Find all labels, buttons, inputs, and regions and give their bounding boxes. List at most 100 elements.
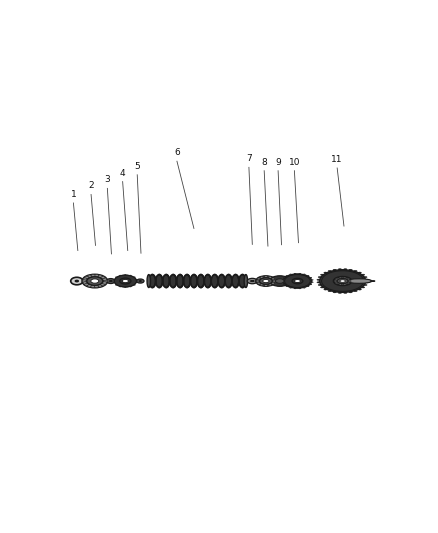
Ellipse shape bbox=[137, 279, 144, 283]
Ellipse shape bbox=[83, 282, 87, 284]
Ellipse shape bbox=[310, 277, 312, 278]
Ellipse shape bbox=[344, 269, 347, 270]
Ellipse shape bbox=[124, 287, 126, 288]
Text: 1: 1 bbox=[71, 190, 76, 199]
Ellipse shape bbox=[292, 278, 303, 284]
Ellipse shape bbox=[282, 279, 284, 280]
Ellipse shape bbox=[334, 280, 337, 282]
Ellipse shape bbox=[343, 284, 346, 285]
Ellipse shape bbox=[311, 279, 313, 280]
Ellipse shape bbox=[348, 280, 351, 282]
Ellipse shape bbox=[264, 285, 268, 286]
Ellipse shape bbox=[319, 270, 366, 293]
Ellipse shape bbox=[102, 278, 107, 280]
Ellipse shape bbox=[349, 269, 352, 270]
Ellipse shape bbox=[283, 277, 285, 278]
Ellipse shape bbox=[307, 286, 309, 287]
Ellipse shape bbox=[343, 277, 346, 279]
Ellipse shape bbox=[317, 282, 320, 283]
Ellipse shape bbox=[260, 284, 263, 286]
Ellipse shape bbox=[354, 270, 357, 272]
Ellipse shape bbox=[333, 269, 336, 270]
Ellipse shape bbox=[321, 271, 364, 292]
Text: 10: 10 bbox=[289, 158, 300, 167]
Ellipse shape bbox=[268, 284, 272, 286]
Ellipse shape bbox=[198, 274, 204, 287]
Ellipse shape bbox=[204, 274, 211, 287]
Ellipse shape bbox=[191, 274, 197, 287]
Ellipse shape bbox=[336, 278, 338, 280]
Ellipse shape bbox=[113, 282, 115, 283]
Ellipse shape bbox=[95, 285, 99, 288]
Ellipse shape bbox=[333, 292, 336, 293]
Ellipse shape bbox=[358, 289, 361, 290]
Ellipse shape bbox=[211, 274, 218, 287]
Ellipse shape bbox=[347, 282, 350, 284]
Ellipse shape bbox=[338, 279, 348, 284]
Ellipse shape bbox=[130, 275, 131, 276]
Ellipse shape bbox=[365, 282, 368, 283]
Ellipse shape bbox=[134, 277, 135, 278]
Ellipse shape bbox=[232, 274, 239, 287]
Ellipse shape bbox=[91, 285, 95, 288]
Ellipse shape bbox=[310, 284, 312, 285]
Ellipse shape bbox=[276, 279, 284, 283]
Ellipse shape bbox=[277, 280, 283, 282]
Ellipse shape bbox=[113, 279, 115, 280]
Ellipse shape bbox=[120, 278, 131, 284]
Ellipse shape bbox=[321, 274, 324, 276]
Ellipse shape bbox=[349, 292, 352, 293]
Ellipse shape bbox=[283, 274, 312, 288]
Ellipse shape bbox=[264, 276, 268, 278]
Ellipse shape bbox=[162, 274, 170, 287]
Ellipse shape bbox=[136, 282, 138, 283]
Ellipse shape bbox=[103, 280, 107, 282]
Ellipse shape bbox=[286, 286, 288, 287]
Ellipse shape bbox=[114, 275, 137, 287]
Ellipse shape bbox=[346, 279, 372, 284]
Ellipse shape bbox=[98, 285, 102, 287]
Ellipse shape bbox=[294, 279, 300, 282]
Ellipse shape bbox=[361, 274, 365, 276]
Ellipse shape bbox=[318, 284, 321, 286]
Ellipse shape bbox=[170, 274, 177, 287]
Ellipse shape bbox=[347, 278, 350, 280]
Text: 11: 11 bbox=[332, 155, 343, 164]
Ellipse shape bbox=[336, 282, 338, 284]
Ellipse shape bbox=[339, 277, 342, 279]
Text: 3: 3 bbox=[105, 175, 110, 184]
Ellipse shape bbox=[239, 274, 246, 287]
Ellipse shape bbox=[290, 287, 292, 288]
Ellipse shape bbox=[83, 278, 87, 280]
Ellipse shape bbox=[85, 284, 89, 286]
Ellipse shape bbox=[299, 273, 301, 274]
Ellipse shape bbox=[147, 274, 151, 287]
Text: 9: 9 bbox=[275, 158, 281, 167]
Ellipse shape bbox=[244, 274, 247, 287]
Ellipse shape bbox=[95, 274, 99, 277]
Ellipse shape bbox=[247, 278, 258, 284]
Ellipse shape bbox=[334, 277, 351, 285]
Ellipse shape bbox=[218, 274, 225, 287]
Ellipse shape bbox=[88, 285, 92, 287]
Ellipse shape bbox=[114, 275, 136, 287]
Ellipse shape bbox=[102, 282, 107, 284]
Ellipse shape bbox=[370, 280, 375, 281]
Ellipse shape bbox=[339, 284, 342, 285]
Ellipse shape bbox=[91, 279, 99, 283]
Ellipse shape bbox=[303, 287, 305, 288]
Ellipse shape bbox=[364, 277, 367, 278]
Ellipse shape bbox=[344, 292, 347, 294]
Ellipse shape bbox=[361, 287, 365, 288]
Ellipse shape bbox=[338, 269, 342, 270]
Ellipse shape bbox=[85, 276, 89, 279]
Text: 6: 6 bbox=[174, 148, 180, 157]
Ellipse shape bbox=[257, 282, 260, 284]
Ellipse shape bbox=[71, 277, 83, 285]
Ellipse shape bbox=[263, 279, 269, 282]
Ellipse shape bbox=[124, 274, 126, 275]
Ellipse shape bbox=[333, 277, 352, 286]
Ellipse shape bbox=[299, 288, 301, 289]
Ellipse shape bbox=[272, 280, 276, 282]
Ellipse shape bbox=[177, 274, 184, 287]
